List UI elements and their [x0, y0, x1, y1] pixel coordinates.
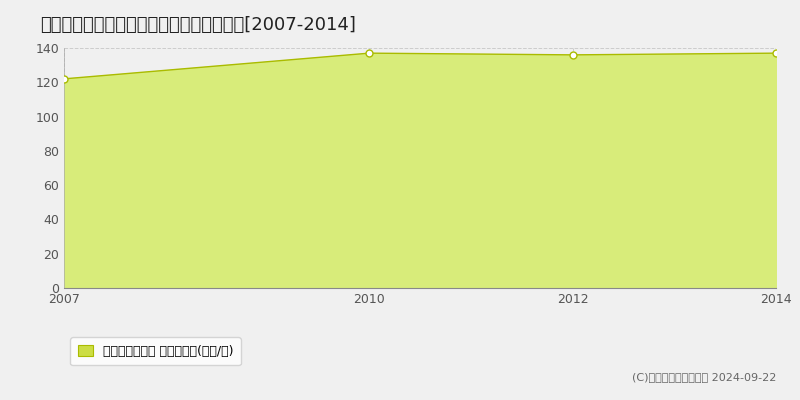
Text: 千葉市稲毛区弥生町　マンション価格推移[2007-2014]: 千葉市稲毛区弥生町 マンション価格推移[2007-2014]	[40, 16, 356, 34]
Text: (C)土地価格ドットコム 2024-09-22: (C)土地価格ドットコム 2024-09-22	[632, 372, 776, 382]
Legend: マンション価格 平均坪単価(万円/坪): マンション価格 平均坪単価(万円/坪)	[70, 338, 241, 366]
